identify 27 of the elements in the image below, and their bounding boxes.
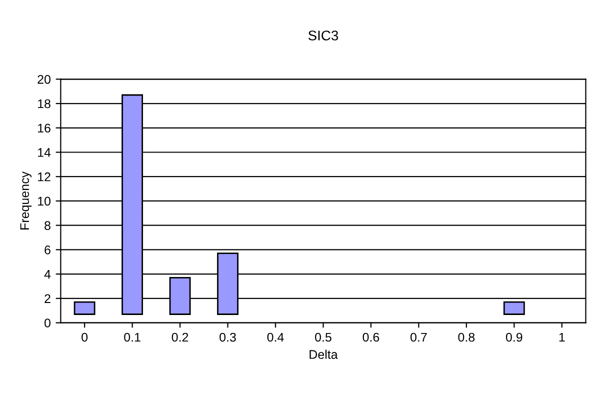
bar [503,301,525,315]
y-tick-label: 12 [38,172,50,182]
x-tick-label: 0.5 [315,332,332,342]
y-tick-label: 14 [38,148,51,157]
y-tick-label: 20 [38,74,50,84]
y-axis-title: Frequency [20,171,32,230]
y-tick-label: 10 [38,196,50,206]
y-tick-label: 0 [44,318,50,328]
x-tick-label: 0.8 [458,332,475,342]
bar [74,301,96,315]
x-tick-label: 0 [82,332,88,342]
x-axis-title: Delta [310,350,338,359]
y-tick-label: 16 [38,124,50,133]
x-tick-label: 0.6 [362,332,380,342]
x-tick-label: 0.3 [220,332,236,342]
y-tick-label: 6 [44,245,50,254]
y-tick-label: 18 [38,99,50,108]
x-tick-label: 0.2 [172,332,188,342]
x-tick-label: 0.9 [506,332,522,342]
y-tick-label: 2 [44,294,50,303]
y-tick-label: 4 [44,270,51,279]
x-tick-label: 1 [559,332,565,342]
chart-title: SIC3 [308,30,338,40]
y-tick-label: 8 [44,221,50,230]
x-tick-label: 0.4 [267,332,284,342]
x-tick-label: 0.7 [410,332,427,342]
x-tick-label: 0.1 [124,332,140,342]
